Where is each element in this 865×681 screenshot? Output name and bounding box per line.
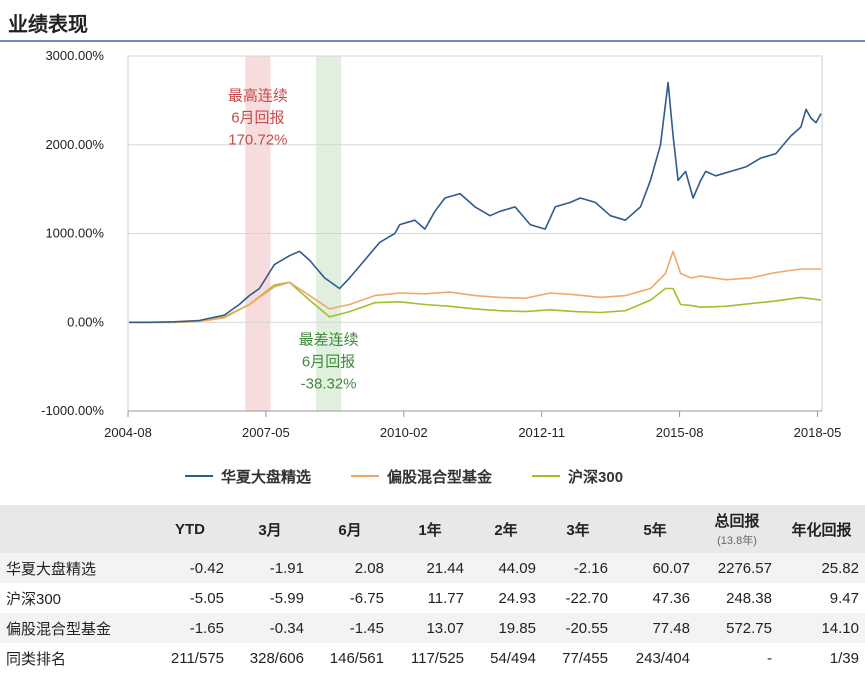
performance-table: YTD 3月 6月 1年 2年 3年 5年 总回报 (13.8年) 年化回报 华夏… <box>0 505 865 673</box>
table-cell: -0.34 <box>230 613 310 643</box>
x-tick-label: 2012-11 <box>518 425 565 440</box>
table-cell: 24.93 <box>470 583 542 613</box>
table-cell: 211/575 <box>150 643 230 673</box>
series-line <box>129 281 822 324</box>
table-cell: 60.07 <box>614 553 696 583</box>
y-tick-label: 1000.00% <box>45 226 104 241</box>
legend-item-fund[interactable]: 华夏大盘精选 <box>185 466 311 487</box>
legend-label-category: 偏股混合型基金 <box>387 468 493 486</box>
y-tick-label: 3000.00% <box>45 48 104 63</box>
table-cell: 1/39 <box>778 643 865 673</box>
table-header-subtitle: (13.8年) <box>717 535 757 547</box>
table-cell: 47.36 <box>614 583 696 613</box>
table-cell: -22.70 <box>542 583 614 613</box>
legend-swatch-index <box>532 475 561 477</box>
x-tick-label: 2010-02 <box>380 425 428 440</box>
table-cell: -6.75 <box>310 583 390 613</box>
x-tick-label: 2007-05 <box>242 425 290 440</box>
table-cell: 248.38 <box>696 583 778 613</box>
table-cell: -5.99 <box>230 583 310 613</box>
table-cell: -1.45 <box>310 613 390 643</box>
x-tick-label: 2018-05 <box>794 425 842 440</box>
table-cell: 77.48 <box>614 613 696 643</box>
x-tick-label: 2004-08 <box>104 425 152 440</box>
row-name: 华夏大盘精选 <box>0 553 150 583</box>
table-cell: 54/494 <box>470 643 542 673</box>
table-header-cell: 3月 <box>230 505 310 553</box>
band-annotation-text: 最高连续 <box>228 87 288 104</box>
legend-swatch-fund <box>185 475 213 477</box>
table-cell: 328/606 <box>230 643 310 673</box>
table-header-cell: YTD <box>150 505 230 553</box>
series-line <box>129 81 822 324</box>
table-row: 同类排名 211/575 328/606 146/561 117/525 54/… <box>0 643 865 673</box>
table-cell: 77/455 <box>542 643 614 673</box>
table-header-cell <box>0 505 150 553</box>
table-cell: 44.09 <box>470 553 542 583</box>
table-row: 华夏大盘精选 -0.42 -1.91 2.08 21.44 44.09 -2.1… <box>0 553 865 583</box>
y-tick-label: -1000.00% <box>41 403 104 418</box>
table-cell: 11.77 <box>390 583 470 613</box>
y-tick-label: 0.00% <box>67 314 104 329</box>
row-name: 偏股混合型基金 <box>0 613 150 643</box>
y-tick-label: 2000.00% <box>45 137 104 152</box>
band-annotation-text: -38.32% <box>301 375 357 392</box>
table-cell: 243/404 <box>614 643 696 673</box>
table-cell: 2276.57 <box>696 553 778 583</box>
legend-item-index[interactable]: 沪深300 <box>532 466 623 487</box>
table-cell: -5.05 <box>150 583 230 613</box>
table-cell: -1.65 <box>150 613 230 643</box>
row-name: 同类排名 <box>0 643 150 673</box>
table-header-cell: 5年 <box>614 505 696 553</box>
series-line <box>129 250 821 324</box>
table-cell: -1.91 <box>230 553 310 583</box>
table-cell: -2.16 <box>542 553 614 583</box>
band-annotation-text: 6月回报 <box>231 109 284 126</box>
x-tick-label: 2015-08 <box>656 425 704 440</box>
table-cell: 19.85 <box>470 613 542 643</box>
table-header-cell: 2年 <box>470 505 542 553</box>
table-cell: 146/561 <box>310 643 390 673</box>
performance-line-chart: 3000.00%2000.00%1000.00%0.00%-1000.00%20… <box>41 48 842 440</box>
chart-legend: 华夏大盘精选 偏股混合型基金 沪深300 <box>185 465 623 487</box>
table-cell: 2.08 <box>310 553 390 583</box>
table-cell: 13.07 <box>390 613 470 643</box>
band-annotation-text: 170.72% <box>228 131 287 148</box>
legend-swatch-category <box>351 475 380 477</box>
table-cell: 25.82 <box>778 553 865 583</box>
band-annotation-text: 6月回报 <box>302 353 355 370</box>
table-cell: 9.47 <box>778 583 865 613</box>
legend-label-index: 沪深300 <box>568 468 624 486</box>
row-name: 沪深300 <box>0 583 150 613</box>
table-header-cell: 6月 <box>310 505 390 553</box>
table-cell: -20.55 <box>542 613 614 643</box>
legend-item-category[interactable]: 偏股混合型基金 <box>351 466 492 487</box>
table-cell: 117/525 <box>390 643 470 673</box>
table-header-row: YTD 3月 6月 1年 2年 3年 5年 总回报 (13.8年) 年化回报 <box>0 505 865 553</box>
table-header-cell: 3年 <box>542 505 614 553</box>
table-cell: 21.44 <box>390 553 470 583</box>
table-header-cell: 1年 <box>390 505 470 553</box>
legend-label-fund: 华夏大盘精选 <box>221 468 312 486</box>
table-header-cell: 总回报 (13.8年) <box>696 505 778 553</box>
band-annotation-text: 最差连续 <box>299 331 359 348</box>
section-title: 业绩表现 <box>8 14 88 36</box>
section-header: 业绩表现 <box>0 0 865 42</box>
table-header-cell: 年化回报 <box>778 505 865 553</box>
table-cell: 14.10 <box>778 613 865 643</box>
table-cell: 572.75 <box>696 613 778 643</box>
table-cell: - <box>696 643 778 673</box>
table-row: 沪深300 -5.05 -5.99 -6.75 11.77 24.93 -22.… <box>0 583 865 613</box>
table-cell: -0.42 <box>150 553 230 583</box>
table-row: 偏股混合型基金 -1.65 -0.34 -1.45 13.07 19.85 -2… <box>0 613 865 643</box>
